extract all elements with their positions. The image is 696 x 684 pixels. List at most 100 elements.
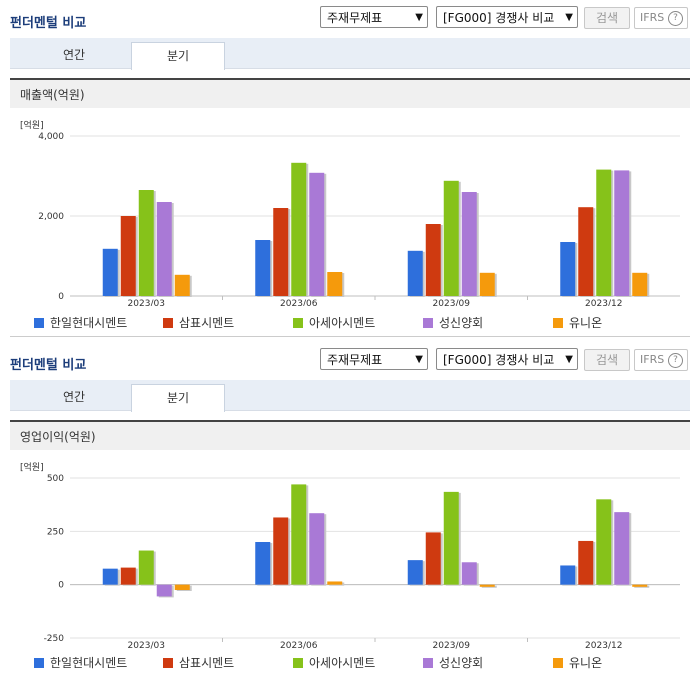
bar [425, 532, 441, 585]
x-tick-label: 2023/12 [585, 299, 622, 306]
legend-item[interactable]: 삼표시멘트 [163, 654, 234, 671]
bar [174, 274, 190, 296]
y-tick-label: 0 [58, 292, 64, 302]
legend-item[interactable]: 성신양회 [423, 314, 483, 331]
search-button[interactable]: 검색 [584, 7, 630, 29]
y-tick-label: 2,000 [38, 212, 64, 222]
legend-item[interactable]: 성신양회 [423, 654, 483, 671]
bar [309, 513, 325, 585]
x-tick-label: 2023/03 [128, 299, 165, 306]
bar [425, 224, 441, 296]
y-tick-label: 500 [47, 474, 64, 484]
y-tick-label: -250 [44, 634, 65, 644]
chevron-down-icon: ▼ [415, 354, 423, 365]
legend-swatch [293, 318, 303, 328]
tab-quarterly[interactable]: 분기 [131, 384, 225, 412]
sales-bar-chart: 0 2,000 4,000 2023/03 2023/06 2023/09 2023/12 [38, 132, 680, 306]
legend-label: 한일현대시멘트 [50, 656, 128, 670]
x-tick-label: 2023/12 [585, 641, 622, 651]
section-title: 펀더멘털 비교 [10, 358, 87, 373]
legend-item[interactable]: 삼표시멘트 [163, 314, 234, 331]
compare-select-value: [FG000] 경쟁사 비교 [443, 11, 555, 25]
legend-swatch [34, 318, 44, 328]
bar [407, 560, 423, 585]
bar [309, 172, 325, 296]
bar [255, 240, 271, 296]
chart-legend: 한일현대시멘트 삼표시멘트 아세아시멘트 성신양회 유니온 [0, 314, 696, 330]
bar [138, 550, 154, 585]
section-title: 펀더멘털 비교 [10, 16, 87, 31]
bar [138, 190, 154, 296]
statement-select[interactable]: 주재무제표 ▼ [320, 348, 428, 370]
legend-item[interactable]: 아세아시멘트 [293, 314, 375, 331]
chevron-down-icon: ▼ [565, 12, 573, 23]
statement-select[interactable]: 주재무제표 ▼ [320, 6, 428, 28]
bar [596, 169, 612, 296]
compare-select[interactable]: [FG000] 경쟁사 비교 ▼ [436, 6, 578, 28]
period-tabs: 연간 분기 [10, 38, 690, 70]
legend-item[interactable]: 한일현대시멘트 [34, 314, 127, 331]
tab-annual[interactable]: 연간 [62, 390, 86, 404]
question-icon: ? [668, 11, 683, 26]
compare-select-value: [FG000] 경쟁사 비교 [443, 353, 555, 367]
legend-label: 삼표시멘트 [179, 656, 235, 670]
bar [479, 272, 495, 296]
legend-label: 아세아시멘트 [309, 316, 376, 330]
tab-quarterly[interactable]: 분기 [131, 42, 225, 70]
ifrs-label: IFRS [640, 11, 665, 24]
bar [327, 272, 343, 296]
legend-label: 한일현대시멘트 [50, 316, 128, 330]
bar [407, 250, 423, 296]
tab-annual[interactable]: 연간 [62, 48, 86, 62]
x-tick-label: 2023/06 [280, 641, 318, 651]
bar [291, 484, 307, 585]
legend-swatch [553, 318, 563, 328]
bar [614, 512, 630, 585]
bar [461, 562, 477, 585]
chevron-down-icon: ▼ [565, 354, 573, 365]
legend-swatch [293, 658, 303, 668]
legend-swatch [163, 658, 173, 668]
bar [560, 242, 576, 296]
fundamental-section-operating-profit: 펀더멘털 비교 주재무제표 ▼ [FG000] 경쟁사 비교 ▼ 검색 IFRS… [0, 342, 696, 684]
ifrs-help-button[interactable]: IFRS ? [634, 349, 688, 371]
bar [614, 170, 630, 296]
bar [273, 208, 289, 296]
unit-label: [억원] [20, 463, 44, 473]
y-tick-label: 4,000 [38, 132, 64, 142]
fundamental-section-sales: 펀더멘털 비교 주재무제표 ▼ [FG000] 경쟁사 비교 ▼ 검색 IFRS… [0, 0, 696, 337]
metric-label: 매출액(억원) [10, 78, 690, 108]
x-tick-label: 2023/03 [128, 641, 165, 651]
legend-item[interactable]: 유니온 [553, 654, 602, 671]
bar [156, 584, 172, 597]
legend-item[interactable]: 한일현대시멘트 [34, 654, 127, 671]
bar [327, 581, 343, 585]
bar [443, 491, 459, 585]
y-tick-label: 250 [47, 527, 64, 537]
section-header: 펀더멘털 비교 주재무제표 ▼ [FG000] 경쟁사 비교 ▼ 검색 IFRS… [0, 0, 696, 36]
bar [578, 540, 594, 585]
legend-item[interactable]: 유니온 [553, 314, 602, 331]
legend-label: 유니온 [569, 656, 603, 670]
bar [174, 584, 190, 590]
period-tabs: 연간 분기 [10, 380, 690, 412]
bar [632, 272, 648, 296]
question-icon: ? [668, 353, 683, 368]
chevron-down-icon: ▼ [415, 12, 423, 23]
bar [255, 542, 271, 585]
search-button[interactable]: 검색 [584, 349, 630, 371]
compare-select[interactable]: [FG000] 경쟁사 비교 ▼ [436, 348, 578, 370]
legend-swatch [423, 318, 433, 328]
legend-label: 아세아시멘트 [309, 656, 376, 670]
x-tick-label: 2023/06 [280, 299, 318, 306]
bar [596, 499, 612, 585]
bar [156, 202, 172, 296]
ifrs-help-button[interactable]: IFRS ? [634, 7, 688, 29]
unit-label: [억원] [20, 121, 44, 131]
x-tick-label: 2023/09 [433, 299, 471, 306]
bar [461, 192, 477, 296]
legend-item[interactable]: 아세아시멘트 [293, 654, 375, 671]
bar [120, 567, 136, 585]
bar [443, 180, 459, 296]
legend-swatch [553, 658, 563, 668]
